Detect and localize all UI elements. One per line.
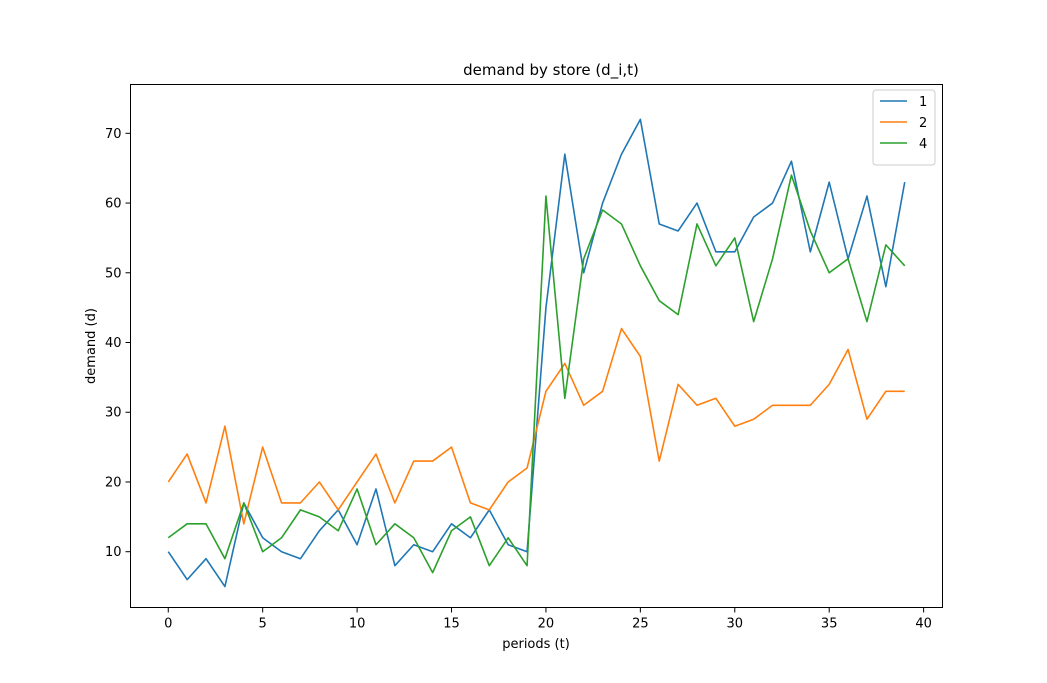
legend-label-4: 4 bbox=[919, 137, 927, 152]
y-tick-label: 70 bbox=[105, 127, 122, 142]
y-axis-label: demand (d) bbox=[84, 308, 99, 384]
y-tick-label: 30 bbox=[105, 406, 122, 421]
legend-label-2: 2 bbox=[919, 116, 927, 131]
legend: 1 2 4 bbox=[872, 89, 936, 166]
x-tick-label: 5 bbox=[259, 617, 267, 632]
x-axis-label: periods (t) bbox=[502, 637, 570, 652]
x-axis: 0 5 10 15 20 25 30 35 40 bbox=[164, 607, 932, 632]
y-tick-label: 60 bbox=[105, 197, 122, 212]
y-tick-label: 10 bbox=[105, 545, 122, 560]
plot-frame bbox=[130, 84, 943, 608]
x-tick-label: 15 bbox=[443, 617, 460, 632]
chart-title: demand by store (d_i,t) bbox=[463, 61, 639, 80]
x-tick-label: 0 bbox=[164, 617, 172, 632]
x-tick-label: 30 bbox=[727, 617, 744, 632]
y-tick-label: 50 bbox=[105, 266, 122, 281]
series-line-2 bbox=[167, 327, 905, 525]
plot-lines bbox=[167, 118, 906, 588]
y-tick-label: 20 bbox=[105, 475, 122, 490]
y-axis: 10 20 30 40 50 60 70 bbox=[105, 127, 131, 560]
legend-box bbox=[872, 89, 936, 166]
y-tick-label: 40 bbox=[105, 336, 122, 351]
x-tick-label: 20 bbox=[538, 617, 555, 632]
x-tick-label: 40 bbox=[915, 617, 932, 632]
x-tick-label: 35 bbox=[821, 617, 838, 632]
x-tick-label: 10 bbox=[349, 617, 366, 632]
series-line-4 bbox=[167, 174, 906, 574]
x-tick-label: 25 bbox=[632, 617, 649, 632]
legend-label-1: 1 bbox=[919, 95, 927, 110]
